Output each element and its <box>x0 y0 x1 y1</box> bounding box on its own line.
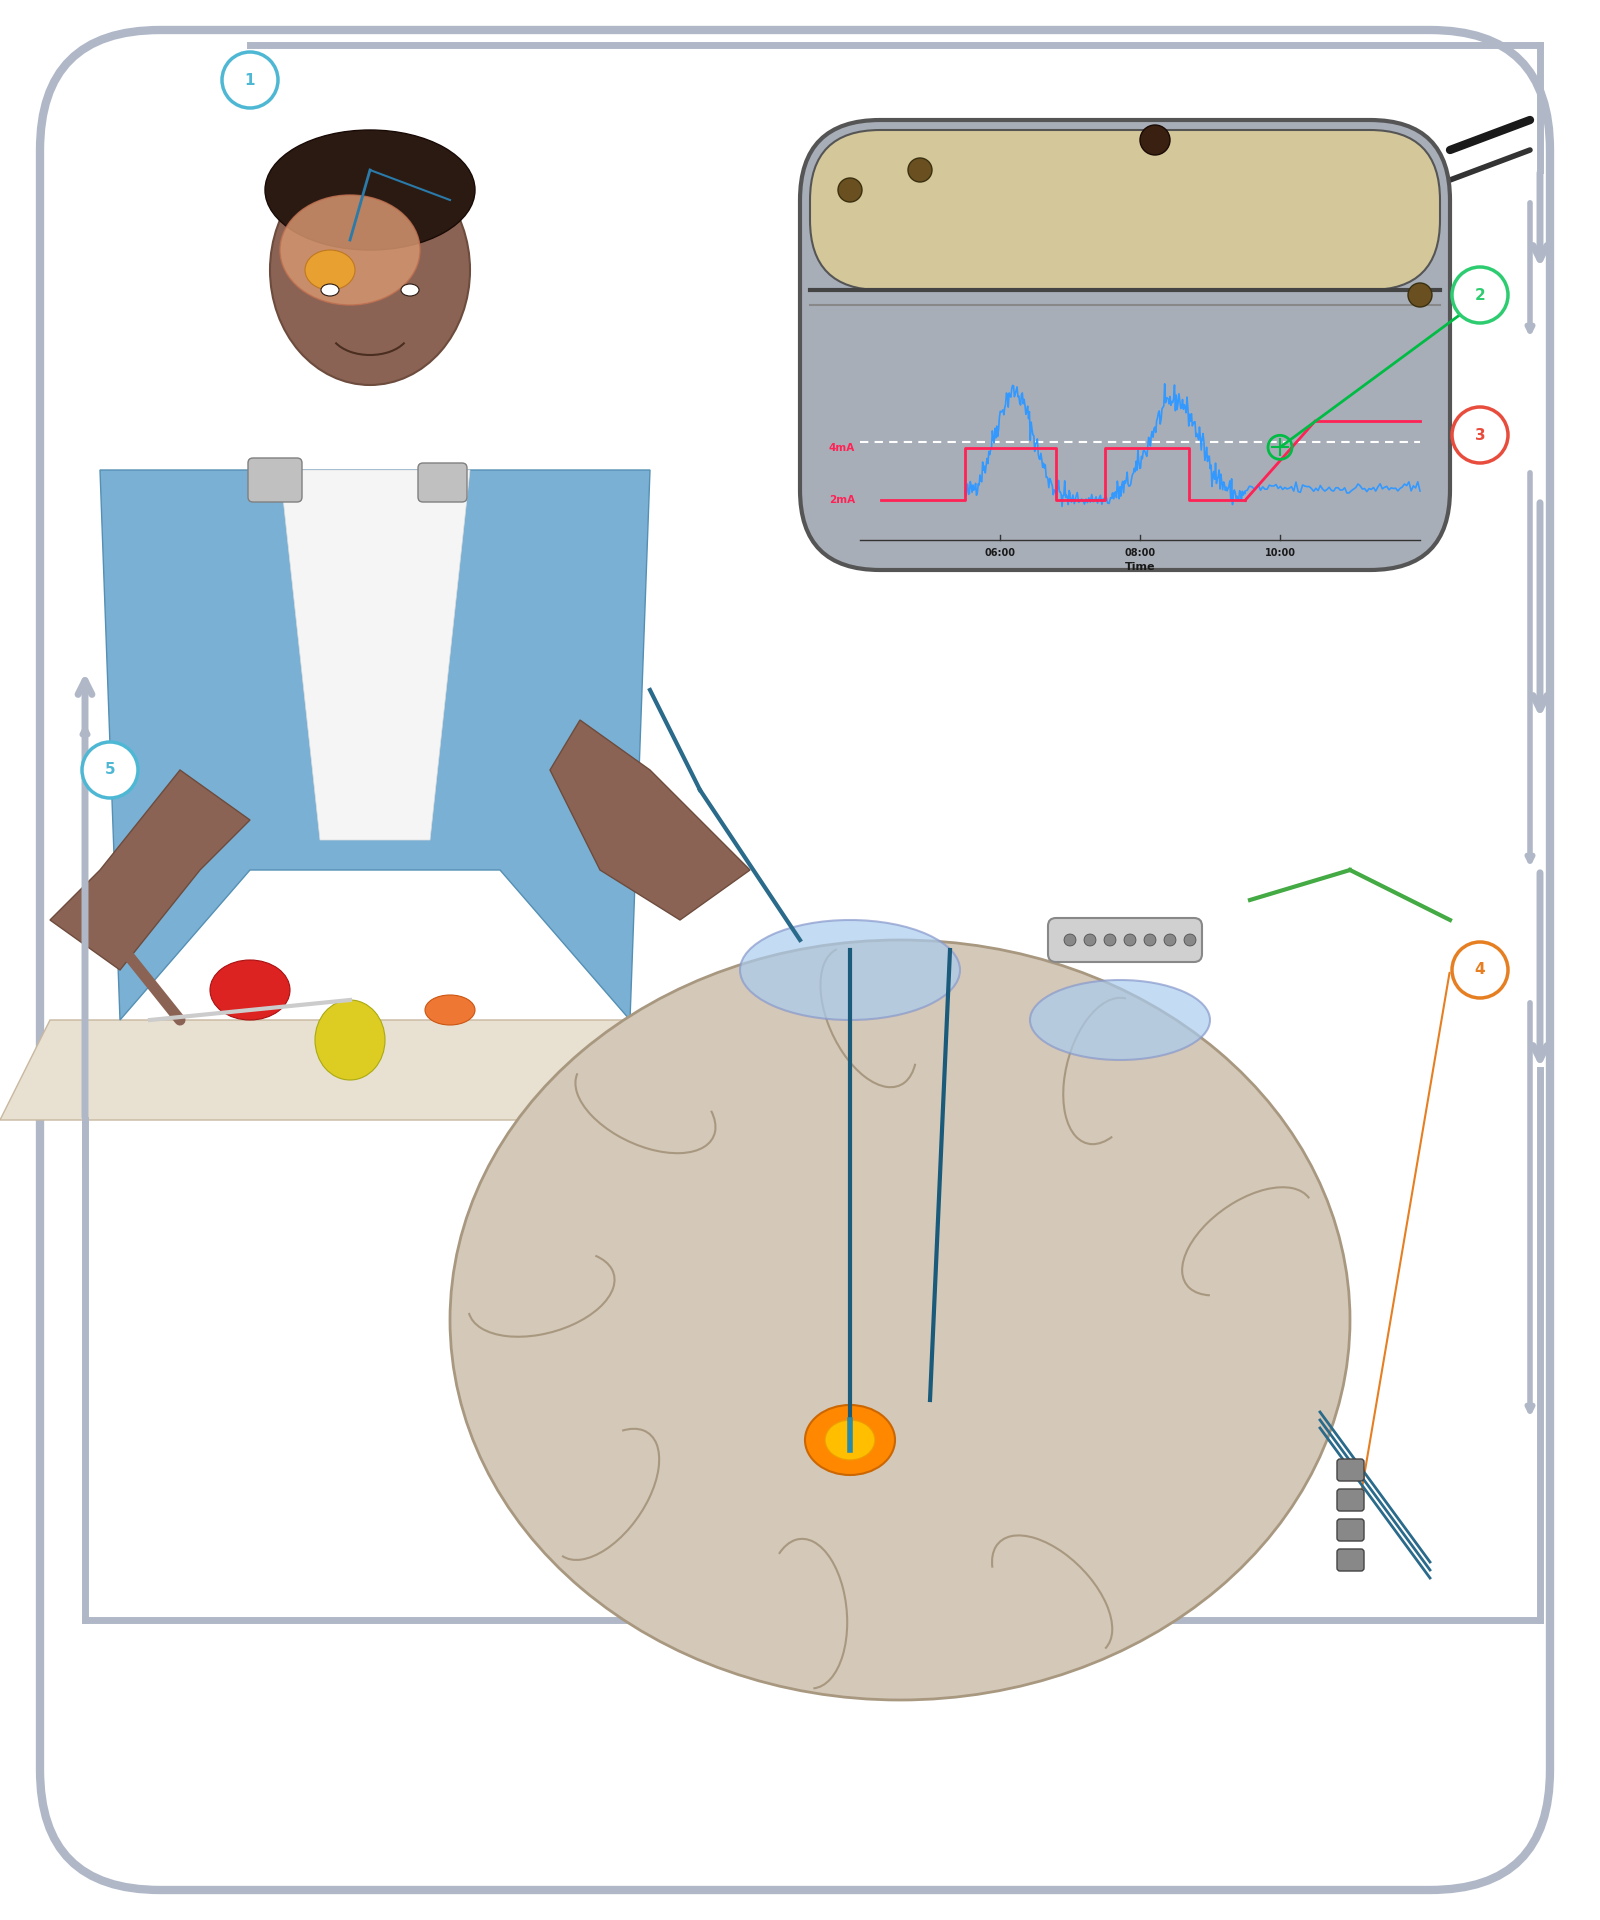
Circle shape <box>1123 933 1136 947</box>
Text: 08:00: 08:00 <box>1125 547 1155 559</box>
Text: 2: 2 <box>1475 288 1485 303</box>
Text: 06:00: 06:00 <box>984 547 1016 559</box>
Ellipse shape <box>210 960 290 1020</box>
FancyBboxPatch shape <box>1048 918 1202 962</box>
Ellipse shape <box>322 284 339 296</box>
Circle shape <box>1104 933 1117 947</box>
FancyBboxPatch shape <box>40 31 1550 1889</box>
Text: 5: 5 <box>104 762 115 778</box>
Ellipse shape <box>805 1405 894 1475</box>
Circle shape <box>1184 933 1197 947</box>
Polygon shape <box>99 470 650 1020</box>
Ellipse shape <box>266 131 475 250</box>
Ellipse shape <box>826 1421 875 1459</box>
FancyBboxPatch shape <box>810 131 1440 290</box>
Circle shape <box>1453 407 1507 463</box>
FancyBboxPatch shape <box>1338 1519 1363 1542</box>
FancyBboxPatch shape <box>418 463 467 501</box>
Circle shape <box>222 52 278 108</box>
Ellipse shape <box>402 284 419 296</box>
Text: 4: 4 <box>1475 962 1485 977</box>
Circle shape <box>1408 282 1432 307</box>
Polygon shape <box>280 470 470 841</box>
Circle shape <box>1085 933 1096 947</box>
Polygon shape <box>50 770 250 970</box>
Polygon shape <box>550 720 750 920</box>
Ellipse shape <box>739 920 960 1020</box>
Circle shape <box>1165 933 1176 947</box>
Ellipse shape <box>306 250 355 290</box>
Ellipse shape <box>280 196 419 305</box>
Circle shape <box>1144 933 1155 947</box>
Ellipse shape <box>315 1000 386 1079</box>
Ellipse shape <box>426 995 475 1025</box>
Text: 10:00: 10:00 <box>1264 547 1296 559</box>
Ellipse shape <box>1030 979 1210 1060</box>
FancyBboxPatch shape <box>1338 1459 1363 1480</box>
Text: Time: Time <box>1125 563 1155 572</box>
Circle shape <box>838 179 862 202</box>
Circle shape <box>907 157 931 182</box>
Circle shape <box>82 741 138 799</box>
Text: 2mA: 2mA <box>829 495 854 505</box>
Circle shape <box>1453 943 1507 998</box>
FancyBboxPatch shape <box>800 119 1450 570</box>
FancyBboxPatch shape <box>1338 1490 1363 1511</box>
Text: 1: 1 <box>245 73 256 88</box>
Polygon shape <box>0 1020 850 1119</box>
Ellipse shape <box>270 156 470 386</box>
FancyBboxPatch shape <box>1338 1549 1363 1571</box>
Ellipse shape <box>450 941 1350 1699</box>
Circle shape <box>1139 125 1170 156</box>
Circle shape <box>1453 267 1507 323</box>
Circle shape <box>1064 933 1075 947</box>
FancyBboxPatch shape <box>248 459 302 501</box>
Text: 4mA: 4mA <box>829 444 854 453</box>
Text: 3: 3 <box>1475 428 1485 442</box>
